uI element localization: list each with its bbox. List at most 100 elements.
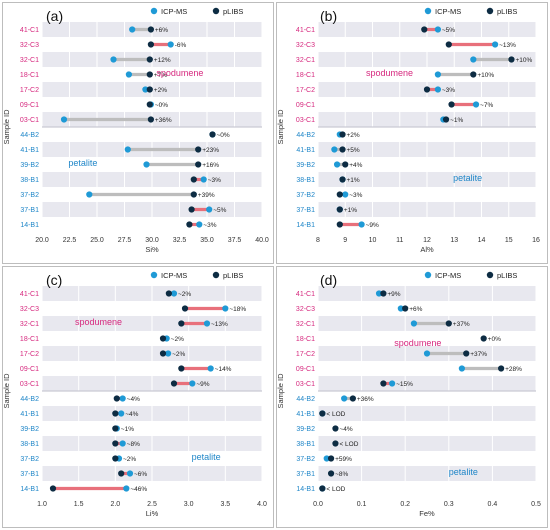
x-tick-label: 20.0	[35, 237, 49, 244]
difference-label: +59%	[335, 456, 352, 463]
plibs-point	[146, 56, 153, 63]
y-tick-label: 37-B1	[296, 471, 315, 478]
plibs-point	[146, 71, 153, 78]
plibs-point	[508, 56, 515, 63]
difference-label: +9%	[387, 291, 400, 298]
y-tick-label: 41-C1	[20, 291, 39, 298]
icp-ms-point	[389, 380, 396, 387]
icp-ms-point	[472, 101, 480, 108]
y-tick-label: 44-B2	[20, 396, 39, 403]
x-tick-label: 0.3	[444, 501, 454, 508]
difference-label: +1%	[344, 207, 357, 214]
y-tick-label: 03-C1	[296, 381, 315, 388]
y-tick-label: 17-C2	[296, 87, 315, 94]
difference-label: ~3%	[442, 87, 455, 94]
difference-label: +6%	[409, 306, 422, 313]
icp-ms-point	[126, 470, 134, 477]
plibs-point	[339, 146, 346, 153]
x-tick-label: 2.0	[110, 501, 120, 508]
x-axis-label: Li%	[146, 509, 159, 518]
difference-label: ~1%	[121, 426, 134, 433]
difference-label: ~6%	[134, 471, 147, 478]
plibs-point	[442, 116, 450, 123]
y-tick-label: 38-B1	[296, 177, 315, 184]
y-tick-label: 32-C3	[20, 306, 39, 313]
x-axis-label: Al%	[420, 245, 434, 254]
plibs-point	[480, 335, 487, 342]
plibs-point	[336, 206, 343, 213]
icp-ms-point	[110, 56, 117, 63]
x-tick-label: 27.5	[118, 237, 132, 244]
y-tick-label: 14-B1	[296, 486, 315, 493]
x-tick-label: 8	[316, 237, 320, 244]
plibs-point	[188, 206, 195, 213]
x-tick-label: 13	[450, 237, 458, 244]
row-band	[318, 406, 536, 421]
plibs-point	[112, 425, 119, 432]
plibs-point	[332, 425, 339, 432]
difference-label: +2%	[347, 132, 360, 139]
spodumene-group-label: spodumene	[366, 68, 413, 78]
plibs-point	[421, 26, 428, 33]
icp-ms-point	[434, 71, 441, 78]
y-tick-label: 37-B1	[20, 471, 39, 478]
x-axis-label: Fe%	[419, 509, 435, 518]
icp-ms-point	[123, 485, 130, 492]
x-tick-label: 32.5	[173, 237, 187, 244]
y-tick-label: 41-B1	[20, 147, 39, 154]
petalite-group-label: petalite	[449, 467, 478, 477]
y-tick-label: 39-B2	[296, 162, 315, 169]
y-tick-label: 17-C2	[20, 87, 39, 94]
plibs-point	[146, 86, 153, 93]
plibs-point	[327, 455, 335, 462]
y-tick-label: 32-C3	[20, 42, 39, 49]
plibs-point	[159, 350, 167, 357]
plibs-point	[113, 395, 120, 402]
petalite-group-label: petalite	[453, 173, 482, 183]
y-tick-label: 18-C1	[20, 336, 39, 343]
plibs-point	[339, 176, 346, 183]
plibs-point	[332, 440, 339, 447]
y-tick-label: 09-C1	[296, 366, 315, 373]
y-tick-label: 09-C1	[20, 102, 39, 109]
plibs-point	[181, 305, 189, 312]
difference-label: +6%	[155, 27, 168, 34]
y-tick-label: 09-C1	[20, 366, 39, 373]
icp-ms-point	[342, 191, 349, 198]
difference-label: +7%	[154, 72, 167, 79]
icp-ms-point	[119, 440, 126, 447]
panel-label: (d)	[320, 272, 337, 288]
difference-label: < LOD	[339, 441, 358, 448]
legend-plibs-label: pLIBS	[497, 7, 517, 16]
x-tick-label: 30.0	[145, 237, 159, 244]
difference-label: ~2%	[171, 336, 184, 343]
legend-plibs-marker	[212, 271, 220, 279]
x-tick-label: 37.5	[228, 237, 242, 244]
icp-ms-point	[375, 290, 383, 297]
icp-ms-point	[470, 56, 477, 63]
y-tick-label: 37-B1	[20, 207, 39, 214]
x-tick-label: 2.5	[147, 501, 157, 508]
icp-ms-point	[358, 221, 365, 228]
plibs-point	[190, 191, 197, 198]
plibs-point	[195, 146, 202, 153]
plibs-point	[402, 305, 409, 312]
difference-label: ~9%	[366, 222, 379, 229]
legend-icp-label: ICP-MS	[435, 7, 461, 16]
x-tick-label: 25.0	[90, 237, 104, 244]
y-tick-label: 41-B1	[296, 411, 315, 418]
icp-ms-point	[331, 146, 338, 153]
y-tick-label: 14-B1	[296, 222, 315, 229]
legend-icp-marker	[424, 271, 432, 279]
difference-label: ~3%	[208, 177, 221, 184]
icp-ms-point	[203, 320, 211, 327]
x-tick-label: 0.4	[488, 501, 498, 508]
row-band	[318, 286, 536, 301]
difference-label: ~4%	[127, 396, 140, 403]
spodumene-group-label: spodumene	[156, 68, 203, 78]
y-tick-label: 32-C1	[20, 321, 39, 328]
icp-ms-point	[60, 116, 68, 123]
plibs-point	[178, 365, 185, 372]
plibs-point	[49, 485, 57, 492]
